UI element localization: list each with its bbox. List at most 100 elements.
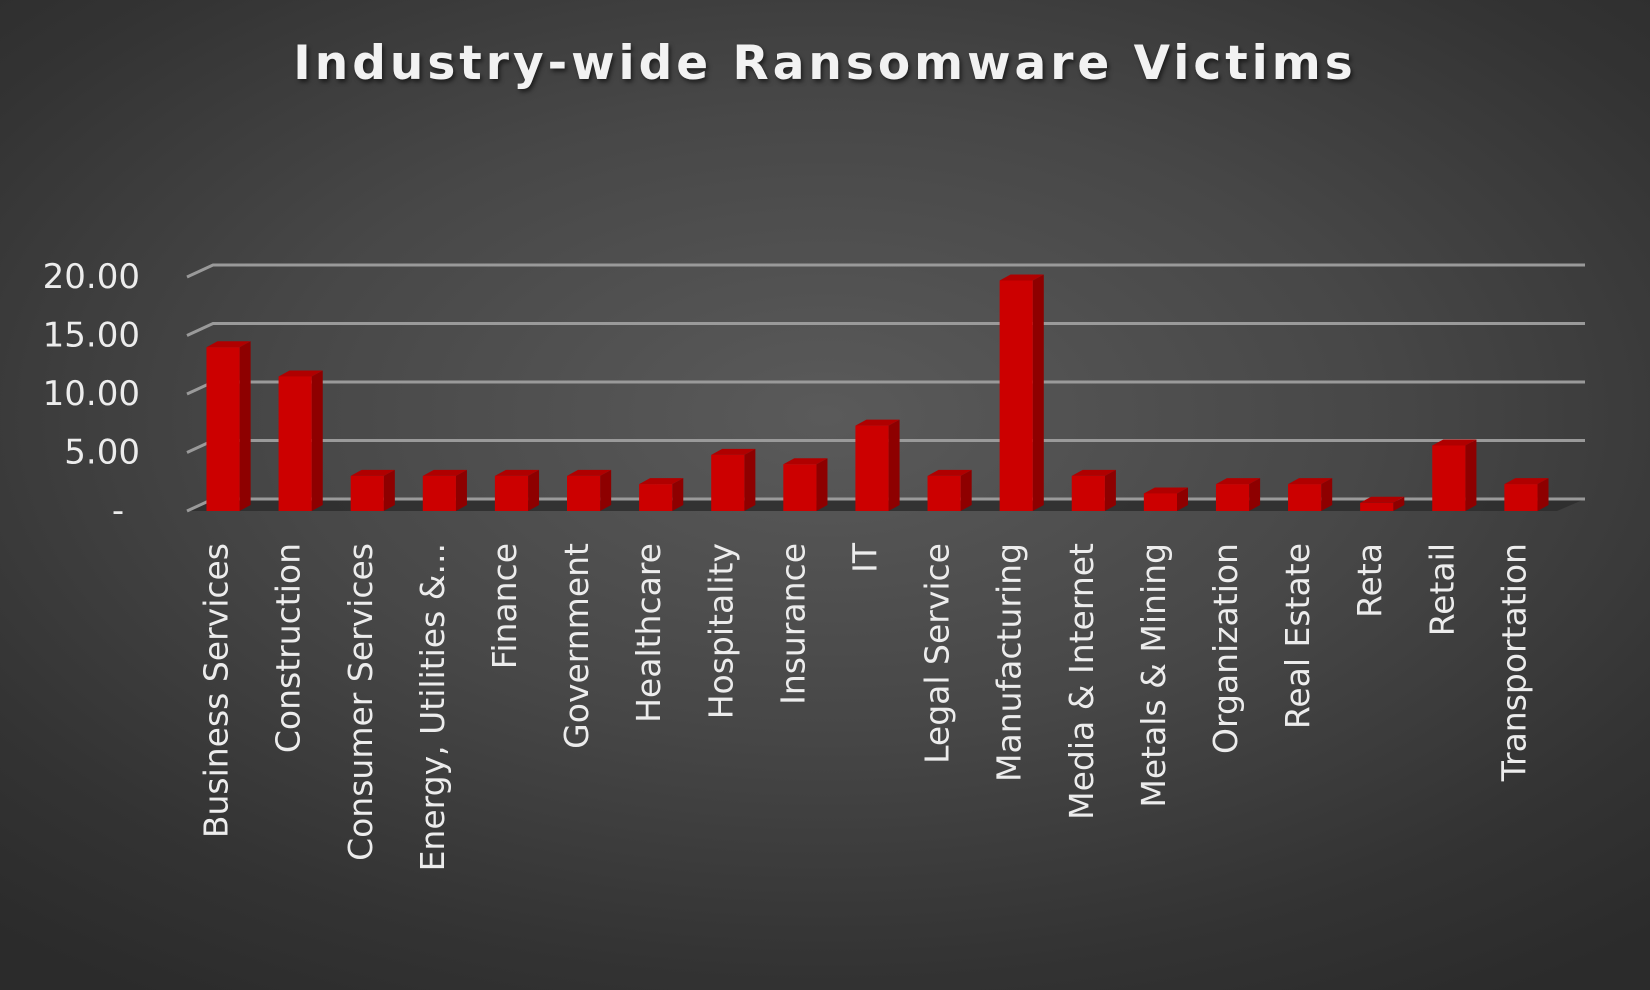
x-tick-label: Hospitality	[701, 543, 740, 719]
bar	[1143, 487, 1189, 511]
bar-top	[422, 469, 467, 476]
bar-front	[350, 475, 384, 511]
x-tick-label: Consumer Services	[341, 543, 380, 861]
bar-front	[206, 347, 240, 511]
bar-front	[927, 475, 961, 511]
chart-title: Industry-wide Ransomware Victims	[293, 36, 1357, 91]
bar-top	[1071, 469, 1116, 476]
bar-side	[1104, 469, 1116, 511]
x-tick-label: Manufacturing	[990, 543, 1029, 782]
bar	[711, 448, 756, 511]
bar-side	[528, 469, 540, 511]
bar-front	[1215, 484, 1250, 511]
x-tick-label: Transportation	[1494, 543, 1533, 782]
bar-top	[927, 469, 972, 476]
bar	[422, 469, 467, 511]
bar-side	[888, 419, 900, 511]
bar-top	[1288, 478, 1333, 485]
bar-top	[1432, 439, 1477, 446]
bar-top	[494, 469, 540, 476]
x-axis-tick-labels: Business Services Construction Consumer Se…	[197, 542, 1534, 871]
bar	[494, 469, 540, 511]
bar	[1215, 478, 1261, 511]
bar-front	[566, 475, 601, 511]
bar-side	[672, 478, 684, 511]
bar-top	[711, 448, 756, 455]
bar	[855, 419, 900, 511]
x-tick-label: Energy, Utilities &...	[413, 543, 452, 871]
y-tick-label: 5.00	[64, 433, 140, 473]
gridline	[186, 263, 1585, 279]
x-tick-label: Organization	[1206, 543, 1245, 754]
bar-side	[1321, 478, 1333, 511]
bar-top	[855, 419, 900, 426]
bar-front	[1504, 484, 1538, 511]
bar	[566, 469, 612, 511]
bar-side	[1249, 478, 1261, 511]
bar-front	[639, 484, 673, 511]
bar-side	[1465, 439, 1477, 511]
chart-bars	[206, 274, 1549, 511]
bar-side	[1393, 496, 1405, 511]
bar	[639, 478, 684, 511]
x-tick-label: Insurance	[773, 543, 812, 705]
bar-top	[1143, 487, 1189, 494]
bar-side	[1032, 274, 1044, 511]
x-tick-label: Finance	[485, 543, 524, 669]
x-tick-label: IT	[846, 542, 885, 573]
bar-side	[1537, 478, 1549, 511]
bar-side	[600, 469, 612, 511]
x-tick-label: Reta	[1350, 543, 1389, 618]
bar	[278, 370, 323, 511]
x-tick-label: Construction	[269, 543, 308, 753]
bar-front	[855, 425, 889, 511]
bar-front	[999, 280, 1033, 511]
bar-top	[1504, 478, 1549, 485]
bar	[1432, 439, 1477, 511]
y-tick-label: 10.00	[43, 374, 140, 414]
bar-side	[311, 370, 323, 511]
x-tick-label: Retail	[1422, 543, 1461, 636]
bar-side	[383, 469, 395, 511]
bar	[927, 469, 972, 511]
bar-top	[1215, 478, 1261, 485]
bar-top	[206, 341, 251, 348]
bar	[206, 341, 251, 511]
gridline	[186, 380, 1585, 396]
bar-top	[999, 274, 1044, 281]
y-tick-label: -	[112, 491, 124, 531]
y-tick-label: 15.00	[43, 316, 140, 356]
x-tick-label: Government	[557, 543, 596, 749]
bar-side	[1177, 487, 1189, 511]
bar-front	[422, 475, 456, 511]
bar-top	[278, 370, 323, 377]
bar-top	[566, 469, 612, 476]
bar	[350, 469, 395, 511]
x-tick-label: Metals & Mining	[1134, 543, 1173, 808]
bar-front	[1288, 484, 1322, 511]
bar	[1504, 478, 1549, 511]
x-tick-label: Legal Service	[918, 543, 957, 764]
bar	[1071, 469, 1116, 511]
gridline	[186, 322, 1585, 337]
bar	[1360, 496, 1405, 511]
x-tick-label: Real Estate	[1278, 543, 1317, 729]
x-tick-label: Healthcare	[629, 543, 668, 723]
bar-side	[455, 469, 467, 511]
bar-side	[239, 341, 251, 511]
bar	[1288, 478, 1333, 511]
bar-front	[1143, 493, 1178, 511]
bar-side	[816, 458, 828, 511]
bar-side	[744, 448, 756, 511]
bar-front	[711, 454, 745, 511]
bar-top	[783, 458, 828, 465]
bar-front	[1432, 445, 1466, 511]
bar-front	[494, 475, 529, 511]
bar-top	[350, 469, 395, 476]
y-tick-label: 20.00	[43, 257, 140, 297]
bar	[783, 458, 828, 511]
bar-side	[960, 469, 972, 511]
bar-front	[1071, 475, 1105, 511]
